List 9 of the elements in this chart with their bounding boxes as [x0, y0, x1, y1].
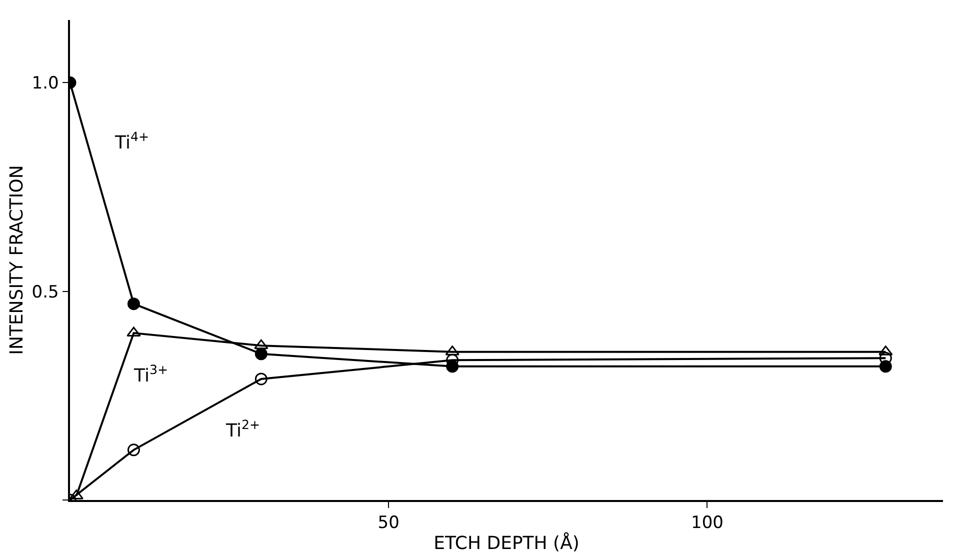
y-tick-label: 1.0 — [32, 74, 59, 94]
series-label: Ti$^{2+}$ — [225, 417, 260, 442]
x-tick-label: 100 — [691, 513, 724, 534]
x-axis-title: ETCH DEPTH (Å) — [434, 532, 580, 554]
series-label: Ti$^{3+}$ — [133, 362, 168, 387]
y-tick-label: 0.5 — [32, 282, 59, 302]
series-label: Ti$^{4+}$ — [114, 129, 150, 154]
y-axis-title: INTENSITY FRACTION — [6, 165, 28, 355]
x-tick-label: 50 — [378, 513, 400, 534]
